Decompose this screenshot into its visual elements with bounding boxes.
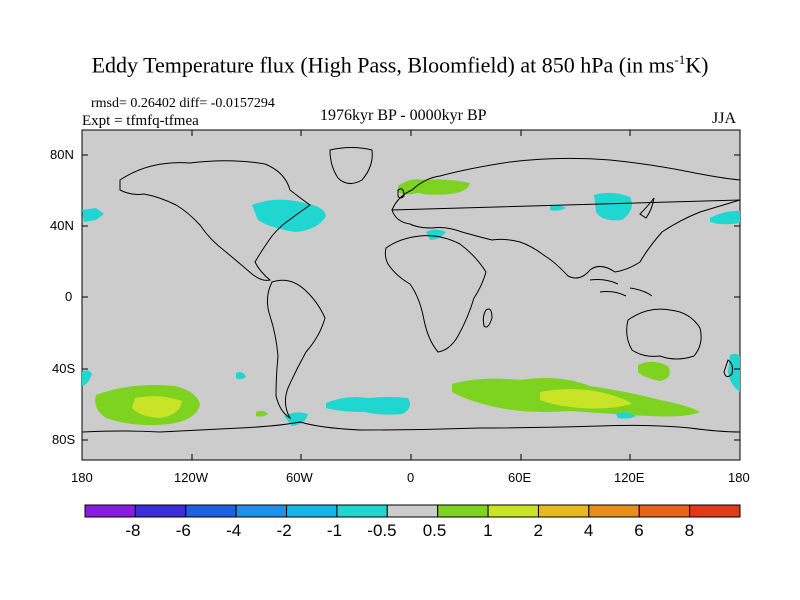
south-america-outline — [266, 279, 326, 420]
lon-label-0: 0 — [407, 470, 415, 485]
eurasia-outline — [391, 157, 741, 279]
colorbar-swatch — [84, 504, 136, 518]
australia-outline — [626, 308, 702, 360]
colorbar-label: 1 — [483, 521, 493, 540]
colorbar-label: -8 — [125, 521, 141, 540]
lat-label-40n: 40N — [50, 218, 74, 233]
colorbar-label: -6 — [175, 521, 191, 540]
experiment-label: Expt = tfmfq-tfmea — [82, 113, 199, 129]
stats-text: rmsd= 0.26402 diff= -0.0157294 — [91, 96, 275, 111]
colorbar-label: 8 — [684, 521, 695, 540]
colorbar-swatch — [588, 504, 640, 518]
anomaly-small-pacific — [550, 205, 566, 211]
period-label: 1976kyr BP - 0000kyr BP — [320, 107, 487, 124]
madagascar-outline — [482, 308, 493, 328]
lat-label-80n: 80N — [50, 147, 74, 162]
lon-label-180w: 180 — [71, 470, 93, 485]
colorbar-label: -2 — [276, 521, 292, 540]
anomaly-small-sa — [236, 372, 246, 380]
season-label: JJA — [712, 110, 737, 127]
anomaly-small-indian — [616, 412, 636, 419]
colorbar-label: -0.5 — [367, 521, 397, 540]
colorbar-label: -1 — [326, 521, 343, 540]
lat-label-40s: 40S — [52, 361, 76, 376]
anomaly-s-australia — [638, 361, 670, 381]
colorbar-swatch — [134, 504, 187, 518]
lon-label-60w: 60W — [286, 470, 313, 485]
anomaly-mediterranean — [426, 229, 446, 240]
colorbar-swatch — [537, 504, 590, 518]
africa-outline — [384, 235, 487, 353]
lat-label-0: 0 — [65, 289, 73, 304]
anomaly-west-edge — [82, 370, 92, 386]
north-america-outline — [119, 160, 311, 281]
colorbar-label: 4 — [583, 521, 594, 540]
colorbar-label: -4 — [226, 521, 242, 540]
title-exponent: -1 — [674, 52, 686, 67]
new-zealand-outline — [723, 359, 733, 378]
plot-title: Eddy Temperature flux (High Pass, Bloomf… — [0, 52, 800, 78]
colorbar-swatch — [235, 504, 288, 518]
title-text: Eddy Temperature flux (High Pass, Bloomf… — [91, 52, 675, 78]
lon-label-60e: 60E — [508, 470, 532, 485]
colorbar-swatch — [286, 504, 338, 518]
anomaly-e-north-america — [252, 199, 326, 232]
colorbar — [84, 504, 741, 518]
anomaly-nw-pacific — [594, 192, 632, 221]
anomaly-layer — [82, 179, 740, 426]
colorbar-swatch — [336, 504, 388, 518]
colorbar-swatch — [386, 504, 439, 518]
title-unit: K) — [685, 52, 709, 78]
indonesia-outline — [589, 279, 653, 297]
greenland-outline — [329, 147, 373, 184]
coastlines — [81, 147, 741, 433]
colorbar-swatch — [487, 504, 539, 518]
colorbar-swatch — [689, 504, 741, 518]
lat-label-80s: 80S — [52, 432, 76, 447]
colorbar-swatch — [437, 504, 489, 518]
anomaly-s-atlantic — [326, 397, 410, 415]
anomaly-small-green — [256, 410, 268, 417]
anomaly-s-pacific-core — [132, 396, 182, 418]
colorbar-label: 6 — [634, 521, 644, 540]
anomaly-n-europe — [398, 179, 470, 195]
anomaly-s-indian-core — [540, 389, 632, 409]
lon-label-120w: 120W — [174, 470, 208, 485]
antarctica-outline — [81, 421, 741, 433]
uk-outline — [397, 188, 405, 199]
colorbar-label: 0.5 — [422, 521, 447, 540]
anomaly-ne-pacific — [82, 208, 104, 222]
colorbar-swatch — [638, 504, 691, 518]
colorbar-label: 2 — [533, 521, 543, 540]
colorbar-swatch — [185, 504, 237, 518]
lon-label-120e: 120E — [614, 470, 645, 485]
axis-ticks — [82, 130, 740, 460]
japan-outline — [639, 197, 655, 219]
anomaly-n-pacific-east — [710, 210, 740, 225]
lon-label-180e: 180 — [728, 470, 750, 485]
